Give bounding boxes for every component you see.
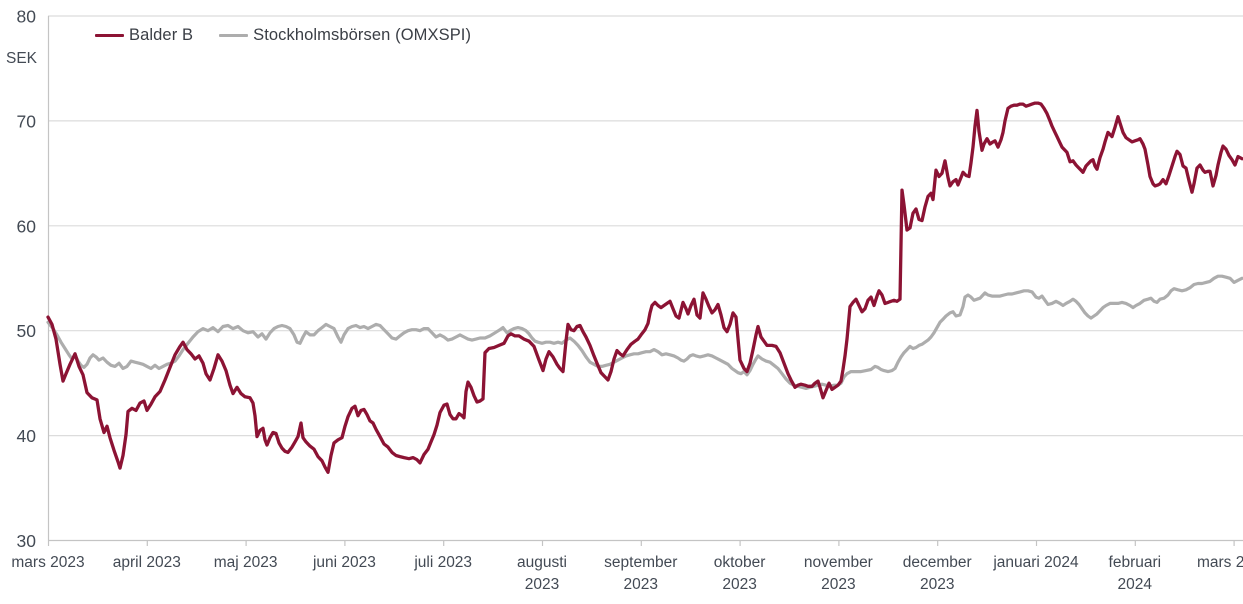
- legend-item-omxspi: Stockholmsbörsen (OMXSPI): [219, 26, 471, 45]
- x-axis-tick-label: februari: [1109, 554, 1162, 571]
- x-axis-tick-label: 2024: [1118, 576, 1153, 593]
- x-axis-tick-label: december: [903, 554, 972, 571]
- y-axis-tick-label: 30: [17, 531, 37, 551]
- x-axis-tick-label: mars 2024: [1197, 554, 1243, 571]
- legend-label-balder: Balder B: [129, 26, 194, 44]
- y-axis-tick-label: 70: [17, 111, 37, 131]
- x-axis-tick-label: oktober: [714, 554, 766, 571]
- y-axis-tick-label: 40: [17, 426, 37, 446]
- balder-line-swatch: [95, 33, 124, 38]
- x-axis-tick-label: 2023: [525, 576, 559, 593]
- legend-item-balder: Balder B: [95, 26, 193, 45]
- x-axis-tick-label: april 2023: [113, 554, 181, 571]
- x-axis-tick-label: januari 2024: [992, 554, 1079, 571]
- x-axis-tick-label: 2023: [722, 576, 756, 593]
- x-axis-tick-label: 2023: [624, 576, 658, 593]
- y-axis-tick-label: 80: [17, 7, 37, 27]
- y-axis-tick-label: 50: [17, 321, 37, 341]
- x-axis-tick-label: maj 2023: [214, 554, 278, 571]
- y-axis-unit-label: SEK: [6, 50, 38, 67]
- chart-legend: Balder B Stockholmsbörsen (OMXSPI): [95, 26, 471, 45]
- y-axis-tick-label: 60: [17, 216, 37, 236]
- x-axis-tick-label: 2023: [920, 576, 954, 593]
- x-axis-tick-label: juli 2023: [413, 554, 472, 571]
- x-axis-tick-label: augusti: [517, 554, 567, 571]
- x-axis-tick-label: juni 2023: [312, 554, 376, 571]
- x-axis-tick-label: 2023: [821, 576, 855, 593]
- legend-label-omxspi: Stockholmsbörsen (OMXSPI): [253, 26, 472, 44]
- omxspi-line: [46, 274, 1243, 390]
- x-axis-tick-label: september: [604, 554, 677, 571]
- balder-line: [46, 101, 1243, 474]
- omxspi-line-swatch: [219, 33, 249, 38]
- x-axis-tick-label: mars 2023: [11, 554, 84, 571]
- x-axis-tick-label: november: [804, 554, 873, 571]
